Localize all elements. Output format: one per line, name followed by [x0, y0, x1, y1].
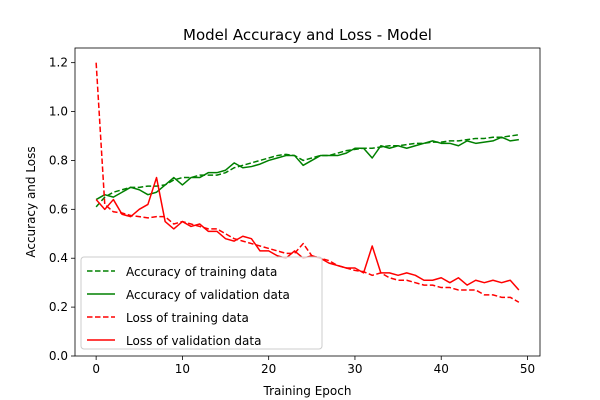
series-line-loss-of-training-data [95, 62, 520, 303]
x-tick-label: 20 [261, 362, 276, 376]
y-axis-ticks: 0.0 0.2 0.4 0.6 0.8 1.0 1.2 [49, 56, 75, 363]
y-tick-label: 1.2 [49, 56, 68, 70]
y-axis-label: Accuracy and Loss [24, 146, 38, 257]
legend: Accuracy of training data Accuracy of va… [80, 256, 323, 350]
legend-label-accuracy-validation: Accuracy of validation data [126, 288, 290, 302]
y-tick-label: 0.2 [49, 300, 68, 314]
legend-label-loss-validation: Loss of validation data [126, 334, 261, 348]
chart-title: Model Accuracy and Loss - Model [183, 26, 432, 44]
legend-frame [80, 256, 323, 350]
x-tick-label: 50 [520, 362, 535, 376]
x-tick-label: 30 [347, 362, 362, 376]
y-tick-label: 0.0 [49, 349, 68, 363]
legend-label-accuracy-training: Accuracy of training data [126, 265, 277, 279]
x-axis-label: Training Epoch [263, 384, 352, 398]
y-tick-label: 0.4 [49, 251, 68, 265]
x-tick-label: 40 [434, 362, 449, 376]
x-tick-label: 10 [175, 362, 190, 376]
y-tick-label: 1.0 [49, 105, 68, 119]
legend-label-loss-training: Loss of training data [126, 311, 249, 325]
y-tick-label: 0.8 [49, 153, 68, 167]
y-tick-label: 0.6 [49, 202, 68, 216]
series-line-accuracy-of-validation-data [95, 136, 519, 201]
plot-frame [74, 47, 541, 357]
x-axis-ticks: 0 10 20 30 40 50 [92, 356, 535, 376]
x-tick-label: 0 [92, 362, 100, 376]
